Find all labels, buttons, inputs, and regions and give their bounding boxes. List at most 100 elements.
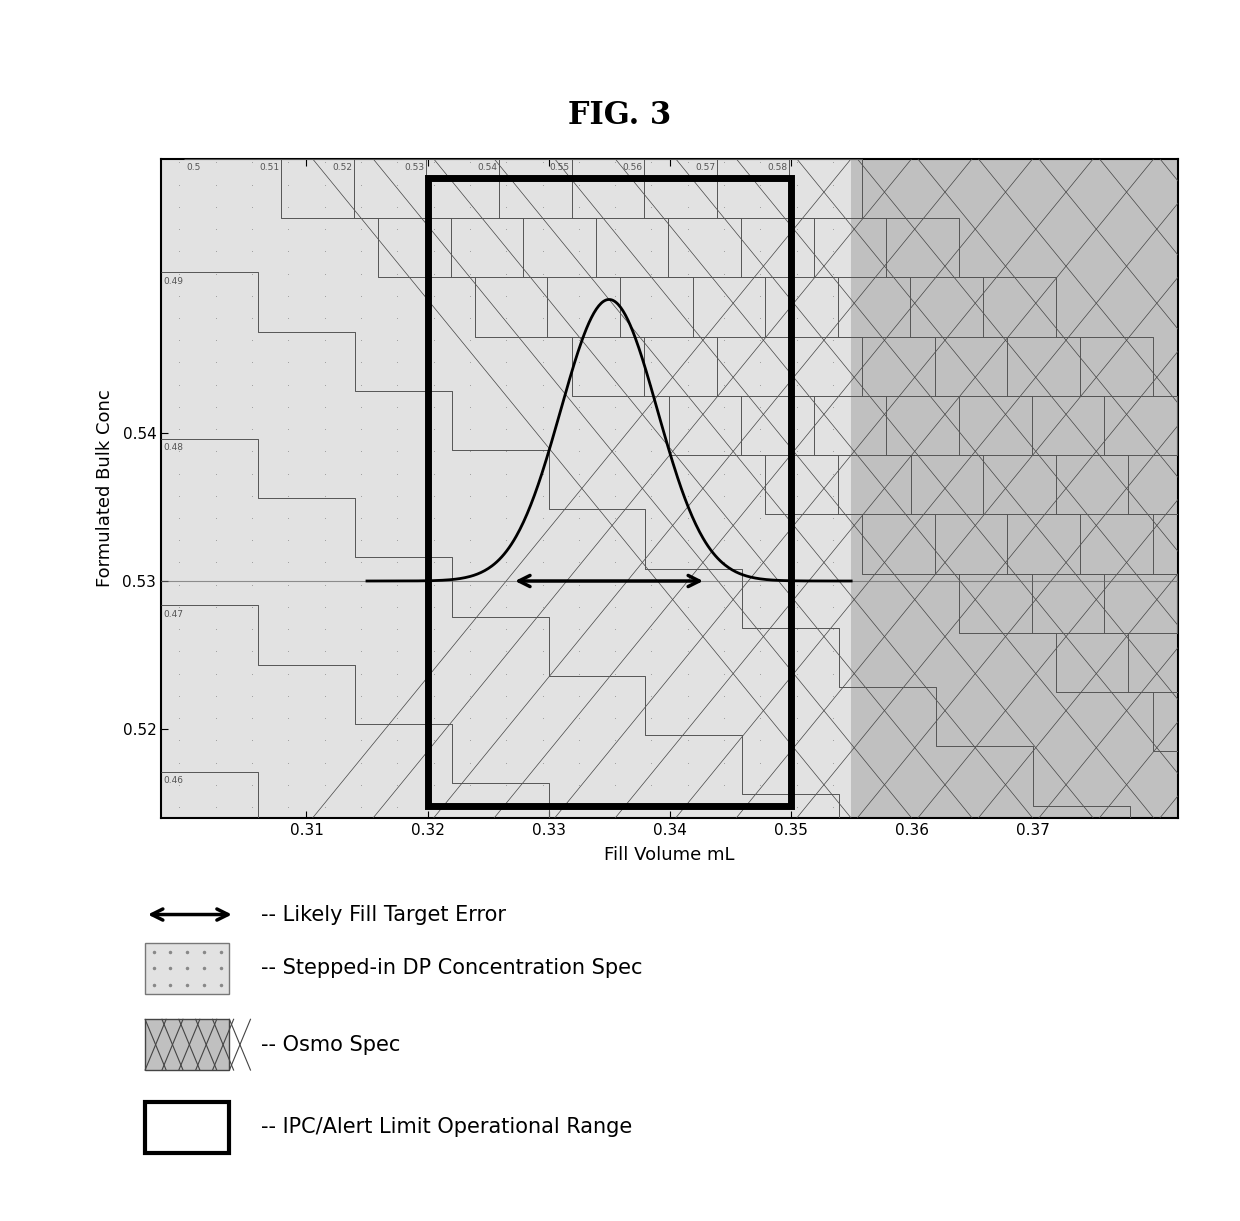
Point	[279, 597, 299, 617]
Point	[387, 664, 407, 684]
Point	[859, 530, 879, 549]
Point	[1149, 286, 1169, 305]
Point	[496, 575, 516, 595]
Point	[279, 686, 299, 706]
Point	[968, 597, 988, 617]
Point	[533, 553, 553, 573]
Point	[714, 375, 734, 394]
Point	[242, 242, 262, 261]
Point	[750, 553, 770, 573]
Point	[206, 619, 226, 639]
Point	[932, 686, 952, 706]
Point	[1114, 664, 1133, 684]
Point	[678, 353, 698, 372]
Point	[605, 419, 625, 438]
Point	[714, 308, 734, 327]
Point	[750, 375, 770, 394]
Point	[823, 553, 843, 573]
Point	[750, 353, 770, 372]
Point	[786, 553, 806, 573]
Point	[1149, 575, 1169, 595]
Point	[533, 508, 553, 527]
Point	[678, 331, 698, 350]
Point	[206, 175, 226, 194]
Point	[1042, 575, 1061, 595]
Point	[206, 353, 226, 372]
Point	[496, 530, 516, 549]
Point	[170, 375, 190, 394]
Point	[605, 353, 625, 372]
Point	[206, 331, 226, 350]
Point	[859, 597, 879, 617]
Point	[1042, 597, 1061, 617]
Point	[387, 597, 407, 617]
Point	[279, 797, 299, 817]
Point	[895, 197, 915, 216]
Point	[750, 442, 770, 462]
Point	[569, 797, 589, 817]
Point	[1149, 553, 1169, 573]
Point	[533, 686, 553, 706]
Point	[678, 220, 698, 239]
Point	[605, 375, 625, 394]
Point	[351, 686, 371, 706]
Point	[823, 308, 843, 327]
Point	[895, 730, 915, 750]
Point	[786, 331, 806, 350]
Point	[424, 730, 444, 750]
Point	[605, 508, 625, 527]
Point	[859, 197, 879, 216]
Point	[968, 641, 988, 661]
Point	[641, 708, 661, 728]
Point	[823, 686, 843, 706]
Point	[279, 397, 299, 416]
Point	[1078, 353, 1097, 372]
Point	[750, 775, 770, 795]
Point	[351, 508, 371, 527]
Point	[1078, 708, 1097, 728]
Point	[170, 242, 190, 261]
Point	[968, 397, 988, 416]
Point	[569, 397, 589, 416]
Point	[569, 442, 589, 462]
Point	[1078, 730, 1097, 750]
Point	[823, 353, 843, 372]
Point	[460, 442, 480, 462]
Point	[1149, 375, 1169, 394]
Point	[1042, 419, 1061, 438]
Point	[714, 641, 734, 661]
Point	[1004, 686, 1024, 706]
Point	[569, 175, 589, 194]
Point	[424, 175, 444, 194]
Point	[387, 530, 407, 549]
Point	[823, 619, 843, 639]
Point	[460, 775, 480, 795]
Point	[714, 486, 734, 505]
Point	[460, 530, 480, 549]
Point	[424, 419, 444, 438]
Point	[859, 375, 879, 394]
Point	[678, 153, 698, 172]
Point	[315, 508, 335, 527]
Point	[968, 664, 988, 684]
Point	[1004, 264, 1024, 283]
Point	[1114, 308, 1133, 327]
Point	[424, 797, 444, 817]
Point	[1042, 641, 1061, 661]
Point	[641, 353, 661, 372]
Point	[315, 619, 335, 639]
Point	[387, 397, 407, 416]
Point	[1004, 508, 1024, 527]
Point	[641, 530, 661, 549]
Point	[678, 752, 698, 772]
Point	[460, 308, 480, 327]
Point	[1149, 331, 1169, 350]
Point	[387, 730, 407, 750]
Point	[279, 575, 299, 595]
Point	[1042, 686, 1061, 706]
Point	[1149, 641, 1169, 661]
Point	[1114, 752, 1133, 772]
Point	[242, 397, 262, 416]
Point	[1042, 775, 1061, 795]
Point	[678, 686, 698, 706]
